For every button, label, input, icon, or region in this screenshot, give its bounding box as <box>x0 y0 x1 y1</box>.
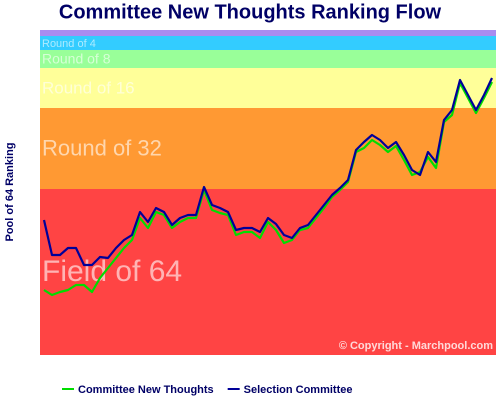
band-label: Round of 4 <box>42 38 96 50</box>
band <box>40 189 496 355</box>
chart-title: Committee New Thoughts Ranking Flow <box>59 1 442 23</box>
band-label: Round of 32 <box>42 135 162 160</box>
y-axis-label: Pool of 64 Ranking <box>4 142 16 241</box>
copyright: © Copyright - Marchpool.com <box>339 340 493 352</box>
band <box>40 68 496 108</box>
band-label: Round of 16 <box>42 78 135 97</box>
band-label: Round of 8 <box>42 51 111 67</box>
band <box>40 36 496 50</box>
legend-label: Committee New Thoughts <box>78 384 214 396</box>
series-line <box>42 77 493 267</box>
legend-label: Selection Committee <box>244 384 353 396</box>
band-label: Field of 64 <box>42 255 182 288</box>
band <box>40 30 496 36</box>
band <box>40 50 496 68</box>
